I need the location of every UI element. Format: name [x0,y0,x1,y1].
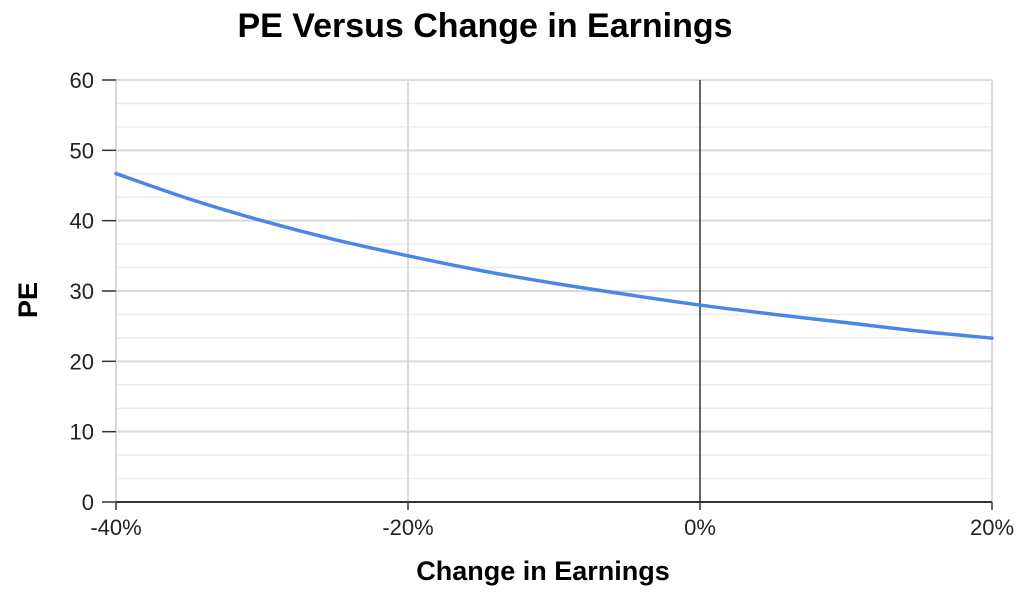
x-tick-label: 20% [970,515,1014,540]
series-line [116,174,992,339]
y-axis-ticks: 0 10 20 30 40 50 60 [70,68,116,515]
y-tick-label: 0 [82,490,94,515]
y-tick-label: 50 [70,138,94,163]
x-tick-label: -20% [382,515,433,540]
x-tick-label: -40% [90,515,141,540]
y-tick-label: 60 [70,68,94,93]
y-tick-label: 40 [70,209,94,234]
series-layer [116,174,992,339]
y-tick-label: 30 [70,279,94,304]
x-axis-ticks: -40% -20% 0% 20% [90,502,1014,540]
chart-title: PE Versus Change in Earnings [237,7,732,45]
major-gridlines [116,80,992,502]
y-tick-label: 20 [70,349,94,374]
x-axis-title: Change in Earnings [416,556,670,586]
x-tick-label: 0% [684,515,716,540]
y-tick-label: 10 [70,420,94,445]
y-axis-title: PE [13,282,43,318]
